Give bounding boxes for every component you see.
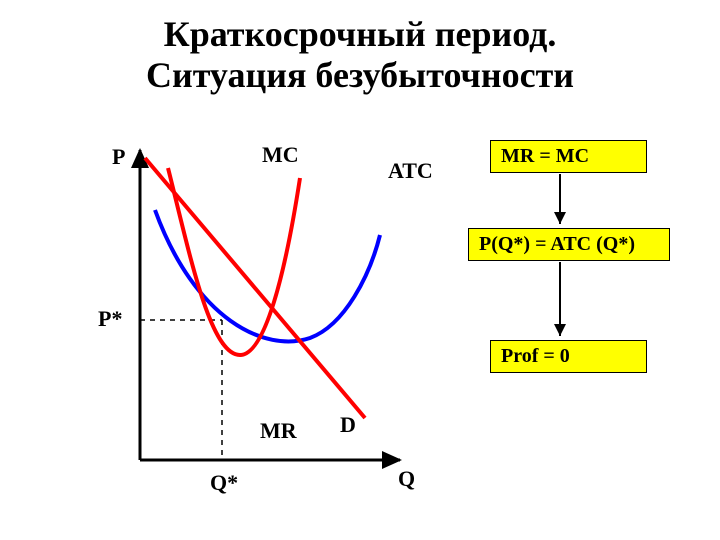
box-prof-zero: Prof = 0 (490, 340, 647, 373)
box-mr-eq-mc: MR = MC (490, 140, 647, 173)
title-line-1: Краткосрочный период. (0, 14, 720, 55)
curve-label-MC: MC (262, 142, 299, 168)
tick-label-Pstar: P* (98, 306, 122, 332)
curve-label-MR: MR (260, 418, 297, 444)
axis-label-P: P (112, 144, 125, 170)
curve-label-D: D (340, 412, 356, 438)
curve-label-ATC: ATC (388, 158, 433, 184)
title-line-2: Ситуация безубыточности (0, 55, 720, 96)
tick-label-Qstar: Q* (210, 470, 238, 496)
axis-label-Q: Q (398, 466, 415, 492)
box-p-eq-atc: P(Q*) = ATC (Q*) (468, 228, 670, 261)
chart-area: P Q P* Q* MC ATC MR D MR = MC P(Q*) = AT… (0, 120, 720, 530)
